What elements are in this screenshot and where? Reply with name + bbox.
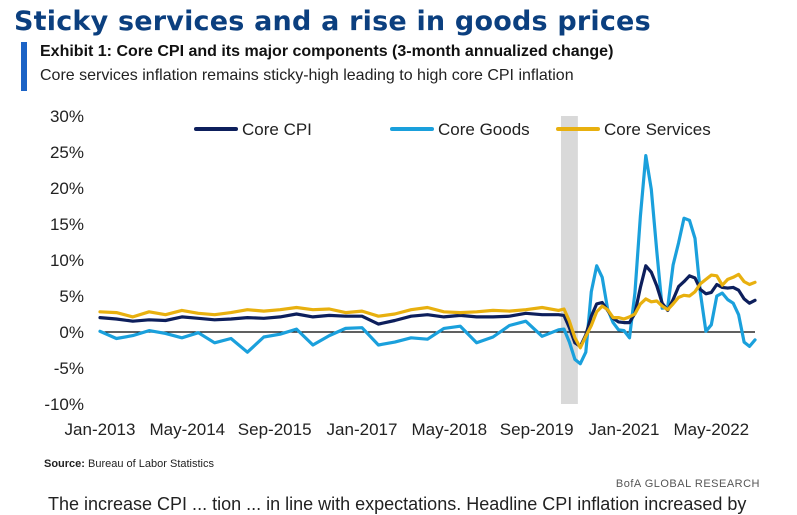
legend-label: Core Goods: [438, 120, 530, 139]
attribution: BofA GLOBAL RESEARCH: [615, 478, 760, 490]
x-tick-label: May-2018: [412, 420, 488, 439]
y-tick-label: 15%: [50, 215, 84, 234]
legend-label: Core CPI: [242, 120, 312, 139]
y-tick-label: 30%: [50, 107, 84, 126]
exhibit-title: Exhibit 1: Core CPI and its major compon…: [40, 43, 614, 60]
y-tick-label: 0%: [59, 323, 84, 342]
y-tick-label: 20%: [50, 179, 84, 198]
exhibit-accent-bar: [21, 42, 27, 91]
y-tick-label: -10%: [44, 395, 84, 414]
source-note: Source: Bureau of Labor Statistics: [44, 458, 214, 470]
y-tick-label: 10%: [50, 251, 84, 270]
x-tick-label: Jan-2013: [65, 420, 136, 439]
series-line-core-goods: [98, 153, 757, 366]
x-tick-label: May-2022: [674, 420, 750, 439]
source-text: Bureau of Labor Statistics: [88, 458, 214, 470]
line-chart: 30% 25% 20% 15% 10% 5% 0% -5% -10% Jan-2013 May-20…: [44, 107, 757, 439]
series-line-core-services: [98, 272, 757, 350]
y-tick-label: 5%: [59, 287, 84, 306]
exhibit-subtitle: Core services inflation remains sticky-h…: [40, 67, 574, 84]
x-tick-label: Sep-2015: [238, 420, 312, 439]
body-text-cutoff: The increase CPI ... tion ... in line wi…: [48, 494, 747, 514]
y-tick-label: -5%: [54, 359, 84, 378]
y-tick-label: 25%: [50, 143, 84, 162]
x-tick-label: Sep-2019: [500, 420, 574, 439]
legend-label: Core Services: [604, 120, 711, 139]
headline: Sticky services and a rise in goods pric…: [14, 6, 651, 37]
x-tick-label: Jan-2021: [589, 420, 660, 439]
x-tick-label: Jan-2017: [327, 420, 398, 439]
x-tick-label: May-2014: [150, 420, 226, 439]
source-label: Source:: [44, 458, 85, 470]
